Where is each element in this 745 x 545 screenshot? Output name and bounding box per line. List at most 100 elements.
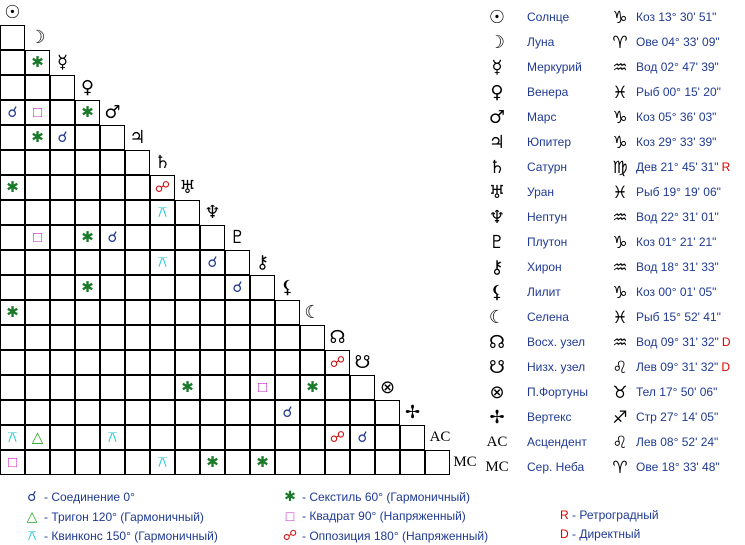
- trine-icon: △: [26, 508, 38, 524]
- aspect-sextile-icon: ✱: [31, 54, 44, 71]
- planet-row: ⚷ Хирон ♒ Вод 18° 31' 33": [483, 255, 745, 280]
- aspect-sextile-icon: ✱: [31, 129, 44, 146]
- south-node-icon: ☋: [354, 351, 371, 373]
- planet-row: AC Асцендент ♌ Лев 08° 52' 24": [483, 430, 745, 455]
- grid-cell: [0, 250, 25, 275]
- position-text: Коз 01° 21' 21": [636, 235, 717, 249]
- grid-cell: [25, 175, 50, 200]
- planet-position: Коз 00° 01' 05": [636, 285, 716, 299]
- aspect-sextile-icon: ✱: [256, 454, 269, 471]
- grid-cell: [150, 325, 175, 350]
- planet-position: Коз 05° 36' 03": [636, 110, 716, 124]
- position-text: Вод 02° 47' 39": [636, 60, 719, 74]
- position-text: Лев 08° 52' 24": [636, 435, 719, 449]
- taurus-icon: ♉: [612, 382, 628, 403]
- grid-cell: [25, 125, 50, 150]
- grid-cell: [75, 275, 100, 300]
- planet-position: Коз 29° 33' 39": [636, 135, 716, 149]
- aspect-conjunction-icon: ☌: [207, 254, 218, 271]
- legend-quincunx-label: - Квинконс 150° (Гармоничный): [44, 528, 218, 543]
- planet-position: Рыб 15° 52' 41": [636, 310, 721, 324]
- grid-cell: [0, 225, 25, 250]
- position-text: Дев 21° 45' 31": [636, 160, 719, 174]
- planet-name: Нептун: [527, 210, 568, 224]
- grid-cell: [25, 250, 50, 275]
- grid-cell: [275, 325, 300, 350]
- planet-row: ☊ Восх. узел ♒ Вод 09° 31' 32" D: [483, 330, 745, 355]
- grid-cell: [275, 450, 300, 475]
- grid-cell: [0, 425, 25, 450]
- grid-cell: [75, 175, 100, 200]
- grid-cell: [50, 250, 75, 275]
- grid-cell: [150, 275, 175, 300]
- grid-cell: [125, 325, 150, 350]
- grid-cell: [100, 250, 125, 275]
- grid-cell: [350, 400, 375, 425]
- legend-trine: △ - Тригон 120° (Гармоничный): [24, 508, 204, 525]
- moon-icon: ☽: [488, 32, 506, 53]
- grid-cell: [0, 25, 25, 50]
- jupiter-icon: ♃: [488, 132, 506, 153]
- grid-cell: [225, 350, 250, 375]
- motion-flag: D: [721, 335, 731, 349]
- planet-name: Селена: [527, 310, 569, 324]
- planet-name: Венера: [527, 85, 569, 99]
- aspect-opposition-icon: ☍: [154, 179, 171, 196]
- planet-name: Восх. узел: [527, 335, 585, 349]
- north-node-icon: ☊: [489, 332, 505, 353]
- planet-name: Асцендент: [527, 435, 587, 449]
- grid-cell: [100, 275, 125, 300]
- grid-cell: [150, 450, 175, 475]
- grid-cell: [225, 425, 250, 450]
- planet-position: Лев 08° 52' 24": [636, 435, 718, 449]
- aquarius-icon: ♒: [612, 332, 628, 353]
- mars-icon: ♂: [104, 101, 121, 123]
- planet-row: ✢ Вертекс ♐ Стр 27° 14' 05": [483, 405, 745, 430]
- aspect-sextile-icon: ✱: [81, 279, 94, 296]
- grid-cell: [175, 375, 200, 400]
- capricorn-icon: ♑: [612, 232, 628, 253]
- planet-position: Вод 09° 31' 32" D: [636, 335, 730, 349]
- quincunx-icon: ⚻: [27, 527, 37, 543]
- aspect-quincunx-icon: ⚻: [7, 429, 18, 446]
- planet-name: Марс: [527, 110, 557, 124]
- grid-cell: [150, 225, 175, 250]
- legend-quincunx: ⚻ - Квинконс 150° (Гармоничный): [24, 527, 218, 544]
- chiron-icon: ⚷: [255, 251, 270, 273]
- mars-icon: ♂: [488, 107, 506, 128]
- neptune-icon: ♆: [488, 207, 506, 228]
- planet-position: Дев 21° 45' 31" R: [636, 160, 730, 174]
- grid-cell: [25, 50, 50, 75]
- ascendant-icon: AC: [486, 434, 508, 450]
- grid-cell: [175, 400, 200, 425]
- grid-cell: [175, 275, 200, 300]
- grid-cell: [225, 275, 250, 300]
- position-text: Рыб 15° 52' 41": [636, 310, 721, 324]
- grid-cell: [25, 100, 50, 125]
- grid-cell: [175, 350, 200, 375]
- grid-cell: [225, 375, 250, 400]
- pisces-icon: ♓: [612, 307, 628, 328]
- grid-cell: [300, 350, 325, 375]
- grid-cell: [250, 275, 275, 300]
- saturn-icon: ♄: [154, 151, 171, 173]
- grid-cell: [75, 400, 100, 425]
- grid-cell: [125, 375, 150, 400]
- capricorn-icon: ♑: [612, 7, 628, 28]
- grid-cell: [75, 150, 100, 175]
- grid-cell: [325, 350, 350, 375]
- grid-cell: [100, 225, 125, 250]
- grid-cell: [125, 175, 150, 200]
- grid-cell: [200, 325, 225, 350]
- vertex-icon: ✢: [489, 407, 505, 428]
- grid-cell: [100, 175, 125, 200]
- chiron-icon: ⚷: [490, 257, 504, 278]
- legend-square-label: - Квадрат 90° (Напряженный): [302, 509, 466, 523]
- venus-icon: ♀: [490, 82, 504, 103]
- grid-cell: [200, 425, 225, 450]
- grid-cell: [50, 225, 75, 250]
- grid-cell: [75, 350, 100, 375]
- position-text: Вод 22° 31' 01": [636, 210, 719, 224]
- grid-cell: [150, 200, 175, 225]
- position-text: Рыб 00° 15' 20": [636, 85, 721, 99]
